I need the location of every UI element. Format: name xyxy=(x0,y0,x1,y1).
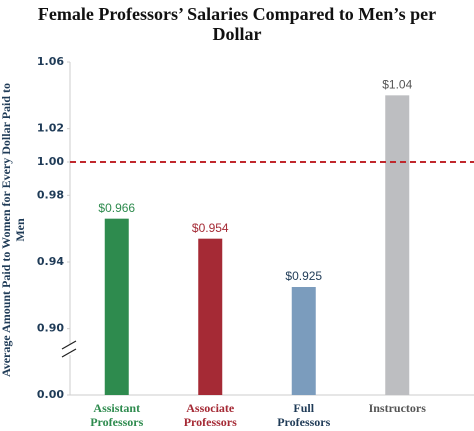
chart-title: Female Professors’ Salaries Compared to … xyxy=(38,4,436,44)
data-label: $1.04 xyxy=(382,78,412,92)
axis-break-mark xyxy=(61,348,77,358)
axis-break-mark xyxy=(61,340,77,350)
x-tick-label: Assistant Professors xyxy=(90,401,143,429)
y-tick-label: 1.00 xyxy=(37,155,64,168)
axis-break-gap xyxy=(62,345,78,355)
y-tick-label: 1.02 xyxy=(37,122,64,135)
x-tick-label: Full Professors xyxy=(277,401,330,429)
bar xyxy=(291,287,316,395)
bar xyxy=(385,95,410,395)
data-label: $0.966 xyxy=(98,201,135,215)
y-tick-label: 0.94 xyxy=(37,255,64,268)
y-tick-label: 0.90 xyxy=(37,322,64,335)
x-tick-label: Associate Professors xyxy=(184,401,237,429)
y-tick-label: 0.00 xyxy=(37,388,64,401)
x-tick-label: Instructors xyxy=(369,401,427,415)
data-label: $0.954 xyxy=(192,221,229,235)
y-tick-label: 0.98 xyxy=(37,188,64,201)
bar xyxy=(104,218,129,395)
y-tick-label: 1.06 xyxy=(37,55,64,68)
bar xyxy=(198,238,223,395)
data-label: $0.925 xyxy=(285,269,322,283)
y-axis-label: Average Amount Paid to Women for Every D… xyxy=(0,83,27,377)
